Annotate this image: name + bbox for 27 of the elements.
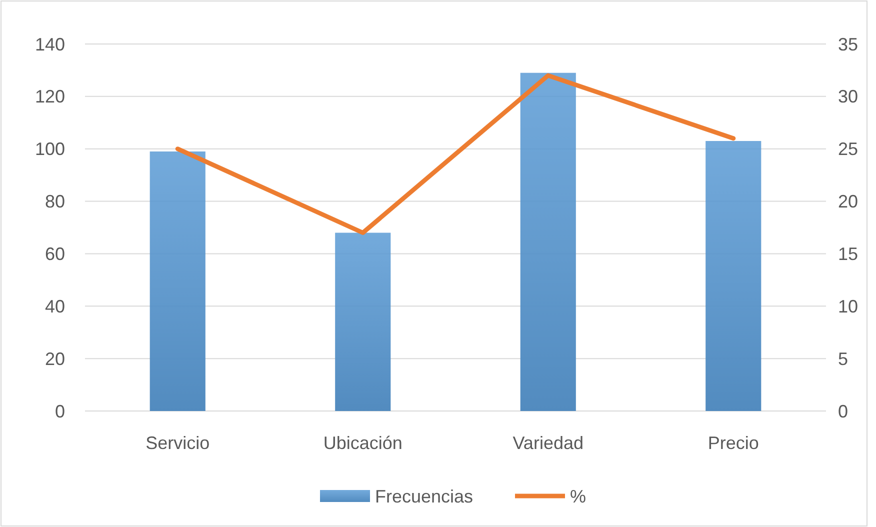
legend-label: %: [570, 486, 586, 506]
y2-tick-label: 30: [838, 86, 858, 107]
x-tick-label: Precio: [708, 433, 759, 453]
y2-tick-label: 25: [838, 139, 858, 160]
x-tick-label: Ubicación: [323, 433, 402, 453]
y2-tick-label: 35: [838, 34, 858, 54]
y2-tick-label: 15: [838, 244, 858, 264]
y-tick-label: 40: [44, 296, 65, 316]
y2-tick-label: 5: [838, 348, 848, 369]
y-tick-label: 20: [44, 348, 65, 369]
y-tick-label: 60: [44, 244, 65, 264]
line-series: [175, 73, 736, 235]
legend-label: Frecuencias: [375, 486, 474, 506]
bar: [150, 151, 206, 411]
y2-tick-label: 20: [838, 192, 858, 212]
y2-tick-label: 10: [838, 296, 858, 316]
y-tick-label: 0: [54, 401, 65, 422]
bar: [706, 140, 762, 411]
y-tick-label: 80: [44, 192, 65, 212]
bar: [520, 72, 576, 411]
y-tick-label: 100: [34, 139, 65, 160]
y-tick-label: 140: [34, 34, 65, 54]
x-tick-label: Variedad: [512, 433, 584, 453]
x-tick-label: Servicio: [146, 433, 210, 453]
y-tick-label: 120: [34, 86, 65, 107]
y2-tick-label: 0: [838, 401, 848, 422]
bar: [335, 232, 391, 411]
